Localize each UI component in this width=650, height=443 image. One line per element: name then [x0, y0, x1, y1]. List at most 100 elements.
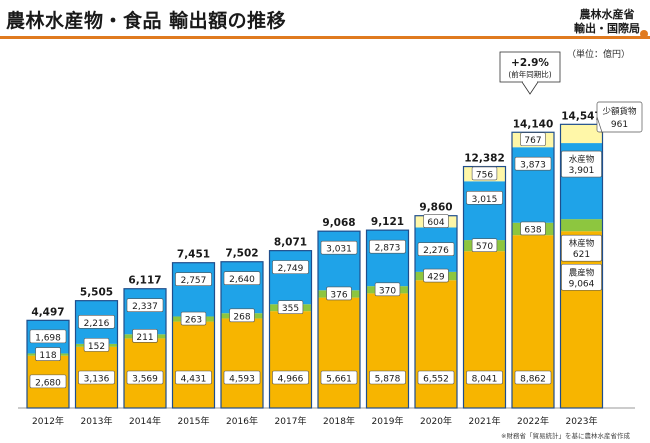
value-box-fish-1 [78, 314, 115, 329]
value-box-fish-4 [223, 271, 261, 286]
bar-small-11 [560, 124, 603, 144]
last-name-forest: 林産物 [569, 238, 595, 249]
value-label-small-9: 756 [476, 170, 493, 180]
total-label-6: 9,068 [322, 217, 355, 229]
total-label-10: 14,140 [513, 118, 554, 130]
bar-outline-6 [317, 230, 361, 409]
bar-outline-1 [74, 300, 119, 409]
value-box-agri-6 [320, 370, 358, 385]
value-label-agri-5: 4,966 [278, 375, 304, 385]
page-title: 農林水産物・食品 輸出額の推移 [6, 10, 287, 32]
bar-agri-6 [318, 297, 360, 408]
value-box-forest-4 [229, 308, 255, 323]
value-box-forest-1 [83, 338, 110, 352]
x-tick-10: 2022年 [517, 415, 549, 427]
value-box-fish-8 [417, 242, 455, 256]
unit-label: （単位：億円） [566, 50, 630, 60]
bar-outline-9 [462, 165, 507, 409]
ministry-line1: 農林水産省 [579, 8, 635, 21]
value-box-agri-1 [78, 370, 115, 385]
value-box-forest-0 [35, 347, 61, 361]
x-tick-4: 2016年 [226, 415, 258, 427]
bar-outline-3 [171, 262, 216, 409]
value-label-fish-4: 2,640 [229, 275, 255, 285]
value-label-small-10: 767 [524, 136, 541, 146]
value-box-agri-4 [223, 370, 261, 385]
total-label-1: 5,505 [80, 287, 113, 299]
value-box-fish-3 [175, 272, 212, 287]
value-label-forest-10: 638 [524, 225, 541, 235]
x-tick-1: 2013年 [81, 415, 113, 427]
last-box-fish [561, 150, 602, 178]
last-box-forest [561, 234, 602, 262]
last-box-agri [561, 263, 602, 291]
small-callout-name: 少額貨物 [602, 106, 637, 117]
value-box-forest-7 [374, 282, 401, 297]
value-label-agri-0: 2,680 [35, 378, 61, 388]
value-label-agri-4: 4,593 [229, 375, 255, 385]
value-box-small-9 [471, 166, 498, 181]
value-label-fish-7: 2,873 [375, 244, 401, 254]
value-box-fish-6 [320, 240, 358, 255]
value-box-forest-3 [180, 311, 207, 326]
ministry-logo-icon [640, 30, 648, 38]
value-box-fish-10 [514, 156, 552, 171]
bar-outline-7 [365, 229, 410, 409]
value-label-fish-3: 2,757 [181, 276, 207, 286]
value-label-forest-4: 268 [233, 312, 250, 322]
value-box-fish-9 [466, 190, 503, 205]
x-tick-11: 2023年 [566, 415, 598, 427]
value-label-fish-8: 2,276 [423, 246, 449, 256]
last-value-agri: 9,064 [569, 279, 595, 289]
value-label-agri-8: 6,552 [423, 375, 449, 385]
bar-agri-7 [366, 293, 409, 408]
value-label-forest-6: 376 [330, 290, 347, 300]
total-label-5: 8,071 [274, 237, 307, 249]
value-box-small-8 [423, 214, 449, 228]
value-label-forest-2: 211 [136, 333, 153, 343]
total-label-3: 7,451 [177, 249, 210, 261]
last-value-forest: 621 [573, 250, 590, 260]
value-label-fish-5: 2,749 [278, 264, 304, 274]
value-box-fish-2 [126, 298, 164, 313]
value-label-forest-7: 370 [379, 286, 396, 296]
value-label-agri-10: 8,862 [520, 375, 546, 385]
bar-outline-5 [268, 250, 313, 409]
x-tick-6: 2018年 [323, 415, 355, 427]
value-box-agri-5 [272, 370, 309, 385]
bar-outline-0 [26, 319, 70, 409]
total-label-4: 7,502 [225, 248, 258, 260]
value-box-agri-2 [126, 370, 164, 385]
x-tick-8: 2020年 [420, 415, 452, 427]
growth-callout-tail [521, 81, 539, 95]
value-label-agri-9: 8,041 [472, 375, 498, 385]
x-tick-5: 2017年 [275, 415, 307, 427]
value-label-forest-5: 355 [282, 304, 299, 314]
title-underline [0, 36, 650, 39]
value-label-forest-9: 570 [476, 242, 493, 252]
source-note: ※財務省「貿易統計」を基に農林水産省作成 [501, 432, 630, 440]
value-box-agri-3 [175, 370, 212, 385]
bar-outline-10 [511, 131, 555, 409]
bar-agri-3 [172, 321, 215, 408]
bar-forest-11 [560, 219, 603, 232]
value-box-fish-0 [29, 329, 67, 344]
x-tick-0: 2012年 [32, 415, 64, 427]
bar-agri-5 [269, 311, 312, 408]
bar-outline-11 [559, 123, 604, 409]
value-label-small-8: 604 [427, 218, 444, 228]
bar-fish-3 [172, 262, 215, 317]
value-box-fish-7 [369, 239, 406, 254]
value-label-fish-6: 3,031 [326, 245, 352, 255]
total-label-11: 14,547 [561, 110, 602, 122]
last-name-fish: 水産物 [569, 154, 595, 165]
value-label-agri-7: 5,878 [375, 375, 401, 385]
bar-fish-5 [269, 250, 312, 305]
value-label-forest-0: 118 [39, 351, 56, 361]
ministry-name: 農林水産省 輸出・国際局 [574, 8, 640, 36]
growth-sub: (前年同期比) [508, 69, 551, 79]
value-label-agri-3: 4,431 [181, 375, 207, 385]
last-value-fish: 3,901 [569, 166, 595, 176]
value-box-agri-10 [514, 370, 552, 385]
